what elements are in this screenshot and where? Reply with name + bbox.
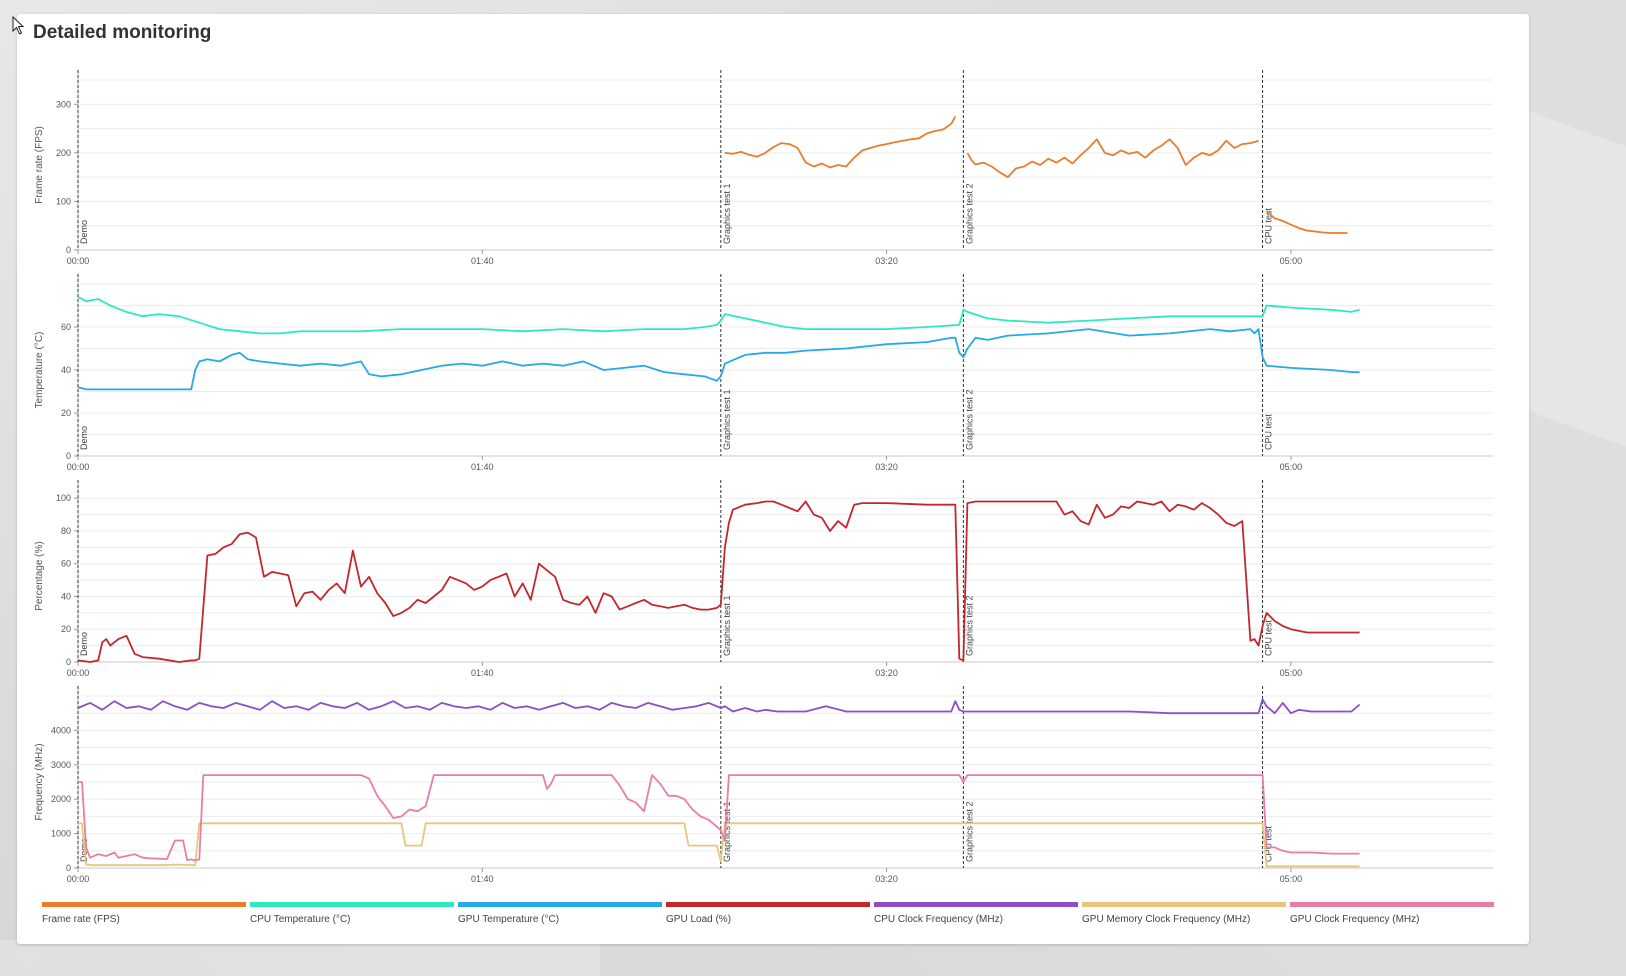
test-marker-label: Demo xyxy=(79,632,89,656)
y-tick-label: 300 xyxy=(56,99,71,109)
chart-legend: Frame rate (FPS) CPU Temperature (°C) GPU … xyxy=(42,902,1504,932)
x-tick-label: 01:40 xyxy=(471,668,494,678)
y-axis-label: Frequency (MHz) xyxy=(34,743,45,820)
y-tick-label: 80 xyxy=(61,526,71,536)
series-line-1-1 xyxy=(724,115,1348,234)
x-tick-label: 05:00 xyxy=(1280,668,1303,678)
y-tick-label: 60 xyxy=(61,559,71,569)
legend-label: CPU Temperature (°C) xyxy=(250,914,351,925)
legend-swatch xyxy=(458,902,662,907)
legend-label: Frame rate (FPS) xyxy=(42,914,120,925)
y-tick-label: 4000 xyxy=(51,725,71,735)
chart-panel-3: 0 20 40 60 80 100 Percentage (%) 00:00 01:40 03:2… xyxy=(34,480,1493,678)
y-tick-label: 20 xyxy=(61,408,71,418)
test-marker-label: Graphics test 2 xyxy=(964,801,974,862)
x-tick-label: 01:40 xyxy=(471,462,494,472)
test-marker-label: Demo xyxy=(79,426,89,450)
series-line-2-2 xyxy=(77,328,1360,391)
x-tick-label: 05:00 xyxy=(1280,256,1303,266)
legend-swatch xyxy=(1290,902,1494,907)
legend-item[interactable]: GPU Temperature (°C) xyxy=(458,902,662,925)
y-tick-label: 100 xyxy=(56,196,71,206)
legend-label: GPU Clock Frequency (MHz) xyxy=(1290,914,1420,925)
x-tick-label: 00:00 xyxy=(67,668,90,678)
test-marker-label: Graphics test 2 xyxy=(964,183,974,244)
page-title: Detailed monitoring xyxy=(33,22,212,43)
test-marker-label: Graphics test 1 xyxy=(722,389,732,450)
legend-swatch xyxy=(1082,902,1286,907)
y-tick-label: 40 xyxy=(61,591,71,601)
x-tick-label: 00:00 xyxy=(67,874,90,884)
x-tick-label: 03:20 xyxy=(875,874,898,884)
mouse-cursor-icon xyxy=(12,16,25,35)
legend-swatch xyxy=(250,902,454,907)
monitoring-panel xyxy=(17,14,1529,944)
test-marker-label: Graphics test 1 xyxy=(722,183,732,244)
test-marker-label: Graphics test 1 xyxy=(722,595,732,656)
chart-panel-4: 0 1000 2000 3000 4000 Frequency (MHz) 00:00 01:… xyxy=(34,686,1493,884)
legend-item[interactable]: CPU Temperature (°C) xyxy=(250,902,454,925)
y-tick-label: 200 xyxy=(56,148,71,158)
legend-item[interactable]: GPU Load (%) xyxy=(666,902,870,925)
x-tick-label: 01:40 xyxy=(471,874,494,884)
legend-item[interactable]: Frame rate (FPS) xyxy=(42,902,246,925)
x-tick-label: 05:00 xyxy=(1280,462,1303,472)
series-line-4-3 xyxy=(78,774,1360,862)
y-tick-label: 2000 xyxy=(51,794,71,804)
legend-swatch xyxy=(42,902,246,907)
legend-swatch xyxy=(666,902,870,907)
x-tick-label: 05:00 xyxy=(1280,874,1303,884)
test-marker-label: CPU test xyxy=(1264,413,1274,450)
x-tick-label: 00:00 xyxy=(67,256,90,266)
legend-label: GPU Memory Clock Frequency (MHz) xyxy=(1082,914,1251,925)
legend-swatch xyxy=(874,902,1078,907)
test-marker-label: Demo xyxy=(79,220,89,244)
y-tick-label: 0 xyxy=(66,863,71,873)
chart-panel-1: 0 100 200 300 Frame rate (FPS) 00:00 01:40 03:2… xyxy=(34,70,1493,266)
series-line-4-1 xyxy=(77,698,1361,715)
series-line-3-1 xyxy=(77,500,1360,663)
x-tick-label: 03:20 xyxy=(875,462,898,472)
test-marker-label: CPU test xyxy=(1264,207,1274,244)
y-tick-label: 1000 xyxy=(51,829,71,839)
x-tick-label: 01:40 xyxy=(471,256,494,266)
legend-label: GPU Load (%) xyxy=(666,914,732,925)
legend-label: CPU Clock Frequency (MHz) xyxy=(874,914,1003,925)
x-tick-label: 03:20 xyxy=(875,668,898,678)
legend-item[interactable]: CPU Clock Frequency (MHz) xyxy=(874,902,1078,925)
y-tick-label: 3000 xyxy=(51,760,71,770)
x-tick-label: 03:20 xyxy=(875,256,898,266)
y-tick-label: 40 xyxy=(61,365,71,375)
chart-panel-2: 0 20 40 60 Temperature (°C) 00:00 01:40 03:20 05… xyxy=(34,274,1493,472)
y-tick-label: 0 xyxy=(66,245,71,255)
y-tick-label: 100 xyxy=(56,493,71,503)
legend-label: GPU Temperature (°C) xyxy=(458,914,560,925)
legend-item[interactable]: GPU Memory Clock Frequency (MHz) xyxy=(1082,902,1286,925)
test-marker-label: Graphics test 2 xyxy=(964,595,974,656)
series-line-4-2 xyxy=(78,822,1360,868)
test-marker-label: Graphics test 1 xyxy=(722,801,732,862)
legend-item[interactable]: GPU Clock Frequency (MHz) xyxy=(1290,902,1494,925)
y-tick-label: 60 xyxy=(61,322,71,332)
test-marker-label: CPU test xyxy=(1264,825,1274,862)
y-axis-label: Frame rate (FPS) xyxy=(34,126,45,204)
series-line-2-1 xyxy=(77,296,1360,335)
test-marker-label: CPU test xyxy=(1264,619,1274,656)
y-axis-label: Temperature (°C) xyxy=(34,332,45,409)
y-tick-label: 20 xyxy=(61,624,71,634)
y-axis-label: Percentage (%) xyxy=(34,541,45,610)
y-tick-label: 0 xyxy=(66,451,71,461)
test-marker-label: Graphics test 2 xyxy=(964,389,974,450)
y-tick-label: 0 xyxy=(66,657,71,667)
x-tick-label: 00:00 xyxy=(67,462,90,472)
